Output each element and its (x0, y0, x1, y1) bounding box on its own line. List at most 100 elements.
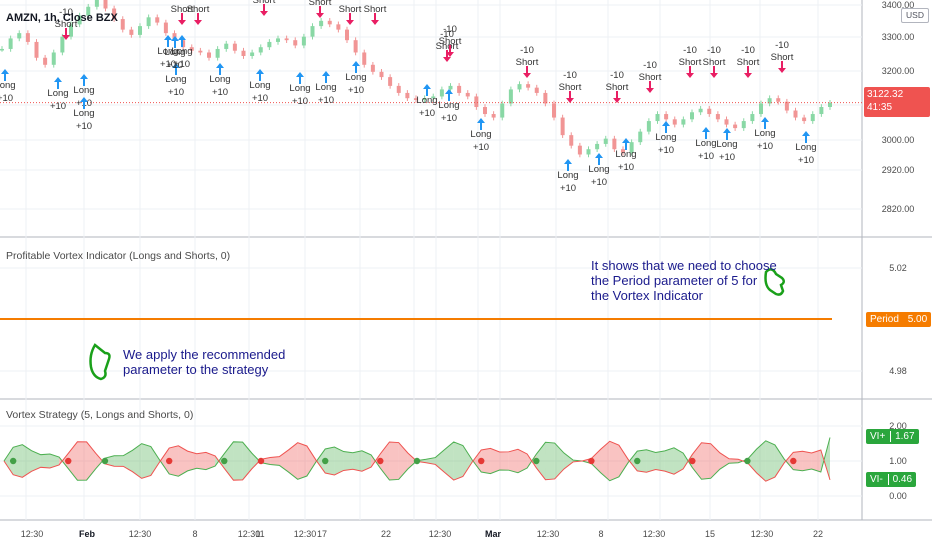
long-qty-label: +10 (174, 59, 190, 70)
long-arrow-icon (172, 63, 180, 75)
price-tick-label: 2820.00 (882, 204, 915, 214)
vortex-fill-segment (49, 454, 60, 468)
vortex-fill-segment (389, 441, 399, 481)
candle-body (750, 114, 755, 122)
vortex-pane-title[interactable]: Vortex Strategy (5, Longs and Shorts, 0) (6, 409, 194, 421)
short-label: Short (253, 0, 276, 6)
vortex-fill-segment (160, 448, 170, 474)
short-label: Short (187, 4, 210, 15)
candle-body (189, 47, 194, 51)
short-arrow-icon (443, 50, 451, 62)
candle-body (655, 114, 660, 122)
vortex-fill-segment (609, 441, 619, 481)
candle-body (724, 119, 729, 125)
vortex-fill-segment (169, 445, 179, 477)
vortex-fill-segment (59, 453, 69, 469)
candle-body (672, 119, 677, 125)
vortex-fill-segment (196, 452, 206, 470)
vortex-fill-segment (132, 443, 142, 479)
vortex-fill-segment (444, 441, 454, 481)
long-label: Long (157, 46, 178, 57)
vi-minus-value: 0.46 (887, 474, 913, 485)
vortex-fill-segment (187, 451, 197, 471)
period-badge: Period 5.00 (866, 312, 932, 327)
cross-dot (166, 457, 173, 465)
long-arrow-icon (702, 127, 710, 139)
candle-body (301, 36, 306, 46)
candle-body (103, 0, 108, 9)
short-label: Short (703, 57, 726, 68)
long-label: Long (171, 46, 192, 57)
candle-body (77, 15, 82, 25)
cross-dot (65, 457, 72, 465)
short-qty-label: -10 (191, 0, 205, 3)
vortex-fill-segment (811, 450, 821, 472)
vortex-fill-segment (655, 450, 665, 472)
vortex-fill-segment (407, 453, 417, 469)
long-label: Long (73, 108, 94, 119)
vortex-fill-segment (646, 449, 656, 473)
cross-dot (689, 457, 696, 465)
candle-body (370, 64, 375, 72)
candle-body (414, 98, 418, 100)
time-axis-label: 12:30 (537, 529, 560, 539)
long-qty-label: +10 (719, 152, 735, 163)
cross-dot (478, 457, 485, 465)
candle-body (638, 131, 643, 143)
candle-body (690, 112, 694, 120)
candle-body (552, 103, 556, 118)
price-tick-label: 2920.00 (882, 165, 915, 175)
candle-body (336, 24, 341, 30)
candle-body (612, 138, 617, 150)
candle-body (138, 26, 142, 35)
cross-dot (588, 457, 595, 465)
short-label: Short (171, 4, 194, 15)
long-arrow-icon (171, 36, 179, 48)
vortex-fill-segment (251, 453, 261, 469)
cross-dot (744, 457, 751, 465)
long-qty-label: +10 (698, 151, 714, 162)
time-axis-label: 11 (255, 529, 264, 539)
vortex-fill-segment (637, 449, 647, 473)
candle-body (767, 98, 772, 104)
candle-body (319, 20, 324, 27)
vortex-fill-segment (150, 446, 161, 476)
vortex-fill-segment (306, 445, 317, 477)
short-qty-label: -10 (175, 0, 189, 3)
long-arrow-icon (54, 77, 62, 89)
vortex-fill-segment (490, 448, 500, 474)
candle-body (258, 47, 263, 53)
candle-body (284, 38, 289, 41)
time-axis-label: 12:30 (751, 529, 774, 539)
vi-plus-badge: VI+ 1.67 (866, 429, 919, 444)
symbol-title[interactable]: AMZN, 1h, Close BZX (6, 12, 118, 24)
vortex-fill-segment (719, 452, 730, 470)
vortex-fill-segment (325, 447, 335, 475)
candle-body (388, 77, 393, 86)
indicator-pane-title[interactable]: Profitable Vortex Indicator (Longs and S… (6, 250, 231, 262)
cross-dot (257, 457, 265, 465)
vortex-fill-segment (793, 451, 803, 471)
short-arrow-icon (194, 13, 202, 25)
vi-minus-label: VI- (870, 474, 883, 485)
vortex-fill-segment (13, 444, 23, 478)
vortex-fill-segment (417, 459, 427, 463)
currency-badge[interactable]: USD (901, 8, 929, 23)
candle-body (129, 29, 134, 35)
long-label: Long (470, 129, 491, 140)
vortex-fill-segment (765, 440, 775, 482)
long-label: Long (315, 82, 336, 93)
short-arrow-icon (346, 13, 354, 25)
cross-dot (377, 457, 384, 465)
vortex-fill-segment (673, 447, 684, 475)
short-qty-label: -10 (775, 40, 789, 51)
candle-body (526, 84, 531, 88)
candle-body (267, 41, 272, 48)
candle-body (69, 24, 73, 37)
long-label: Long (209, 74, 230, 85)
long-label: Long (164, 47, 185, 58)
vortex-fill-segment (178, 445, 188, 477)
short-qty-label: -10 (368, 0, 382, 3)
candle-body (802, 117, 807, 122)
vortex-group (3, 437, 831, 482)
